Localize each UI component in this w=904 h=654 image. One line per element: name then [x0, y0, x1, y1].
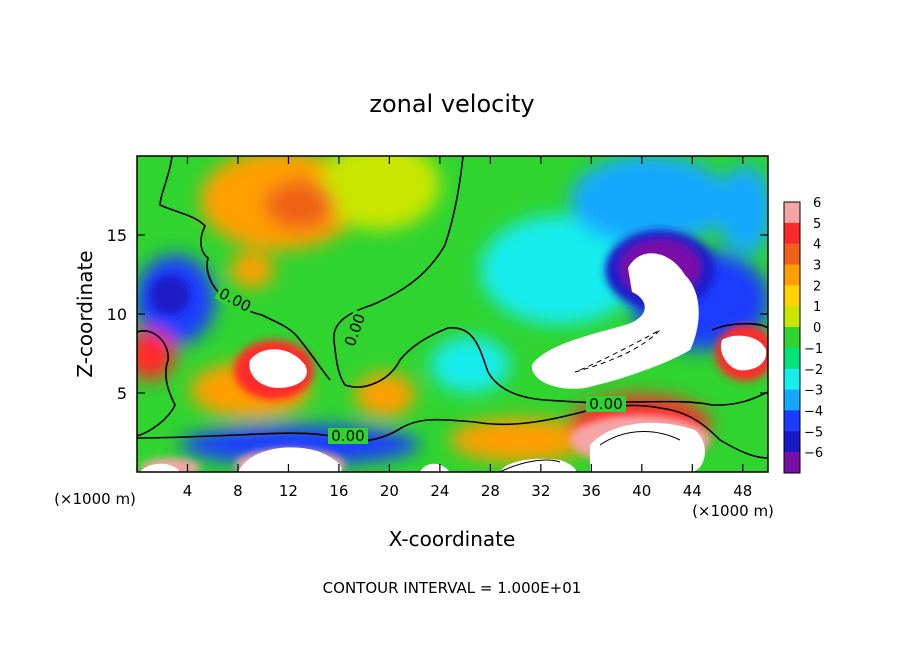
contour-label: 0.00 [589, 395, 622, 413]
colorbar-label: 3 [813, 259, 821, 274]
contour-label: 0.00 [331, 427, 364, 445]
colorbar-label: 5 [813, 217, 821, 232]
colorbar-label: 4 [813, 238, 821, 253]
x-axis-label: X-coordinate [389, 527, 516, 551]
colorbar-label: −6 [804, 446, 823, 461]
x-tick-label: 28 [481, 482, 500, 500]
x-tick-label: 8 [233, 482, 243, 500]
colorbar-swatch [784, 410, 800, 432]
x-tick-label: 44 [683, 482, 702, 500]
colorbar-label: 6 [813, 196, 821, 211]
colorbar-label: 0 [813, 321, 821, 336]
x-tick-label: 20 [380, 482, 399, 500]
colorbar-swatch [784, 285, 800, 307]
colorbar-swatch [784, 327, 800, 349]
x-tick-label: 12 [279, 482, 298, 500]
y-axis-label: Z-coordinate [73, 250, 97, 377]
colorbar-swatch [784, 368, 800, 391]
x-tick-label: 36 [582, 482, 601, 500]
colorbar-swatch [784, 389, 800, 411]
x-unit-right: (×1000 m) [692, 502, 774, 520]
colorbar-label: −5 [804, 425, 823, 440]
contour-interval-note: CONTOUR INTERVAL = 1.000E+01 [323, 579, 582, 597]
colorbar-swatch [784, 202, 800, 224]
colorbar-label: 2 [813, 279, 821, 294]
colorbar-swatch [784, 306, 800, 328]
colorbar-label: −1 [804, 342, 823, 357]
y-tick-label: 5 [117, 384, 127, 403]
colorbar-swatch [784, 222, 800, 245]
x-tick-label: 24 [430, 482, 449, 500]
colorbar-swatch [784, 243, 800, 266]
velocity-field [137, 156, 768, 472]
y-tick-label: 10 [107, 305, 127, 324]
x-tick-label: 40 [632, 482, 651, 500]
colorbar-swatch [784, 347, 800, 370]
x-unit-left: (×1000 m) [54, 490, 136, 508]
colorbar-label: −4 [804, 404, 823, 419]
colorbar-swatch [784, 431, 800, 453]
colorbar-swatch [784, 452, 800, 474]
contour-labels: 0.00 0.00 0.00 0.00 [214, 284, 626, 445]
x-tick-label: 4 [183, 482, 193, 500]
colorbar-swatch [784, 264, 800, 286]
colorbar-label: −3 [804, 384, 823, 399]
colorbar-label: −2 [804, 363, 823, 378]
x-tick-label: 48 [733, 482, 752, 500]
colorbar-frame [783, 201, 801, 474]
x-tick-label: 16 [329, 482, 348, 500]
chart-title: zonal velocity [369, 90, 534, 118]
colorbar: 6 5 4 3 2 1 0 −1 −2 −3 −4 −5 −6 [783, 196, 823, 474]
y-tick-label: 15 [107, 226, 127, 245]
colorbar-label: 1 [813, 300, 821, 315]
x-tick-label: 32 [531, 482, 550, 500]
